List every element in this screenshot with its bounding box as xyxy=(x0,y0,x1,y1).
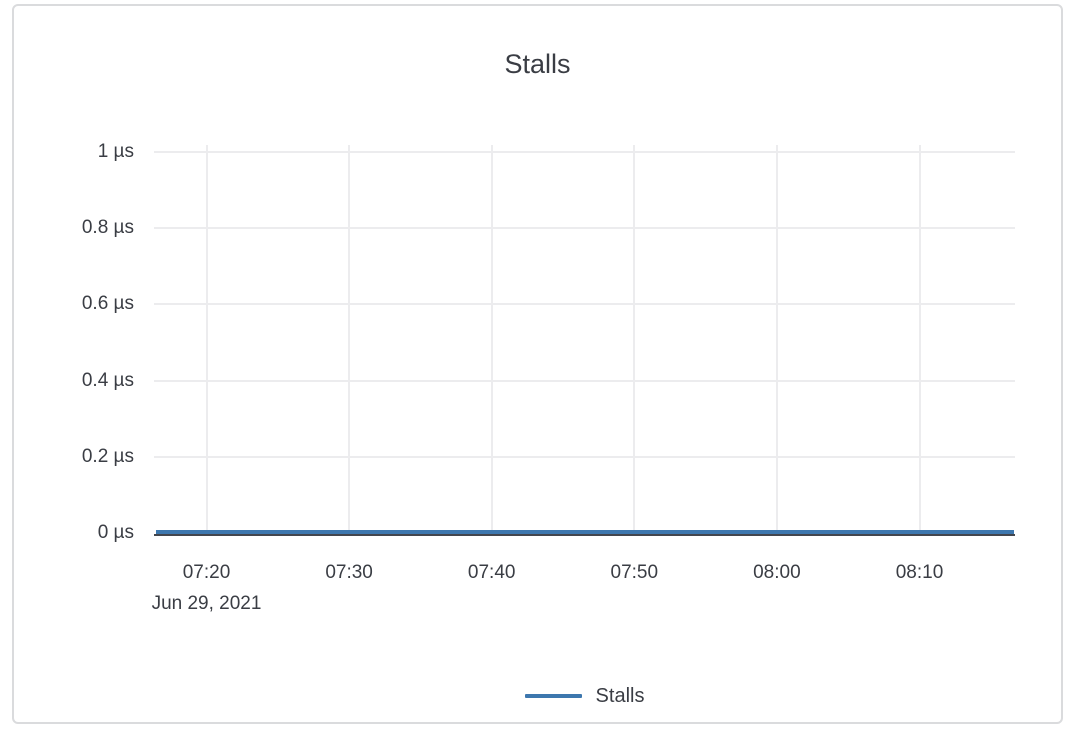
x-axis-date-label: Jun 29, 2021 xyxy=(151,593,262,614)
x-axis-tick-label: 07:30 xyxy=(325,562,373,583)
x-axis-tick-label: 08:10 xyxy=(895,562,944,583)
chart-card: Stalls 1 µs 0.8 µs 0.6 µs 0.4 µs 0.2 µs 0 µs 0… xyxy=(12,4,1063,724)
v-gridline xyxy=(490,145,493,533)
plot-area: 1 µs 0.8 µs 0.6 µs 0.4 µs 0.2 µs 0 µs 07:20 07:… xyxy=(14,6,1061,722)
legend-swatch-stalls xyxy=(524,694,582,698)
y-axis-tick-label: 1 µs xyxy=(97,141,134,162)
v-gridline xyxy=(205,145,208,533)
v-gridline xyxy=(775,145,778,533)
x-axis-tick-label: 08:00 xyxy=(753,562,801,583)
y-axis-tick-label: 0.6 µs xyxy=(81,293,134,315)
x-axis-tick-label: 07:50 xyxy=(610,562,659,583)
v-gridline xyxy=(633,145,636,533)
legend-item-stalls[interactable]: Stalls xyxy=(524,684,645,708)
x-axis-line xyxy=(154,534,1015,536)
v-gridline xyxy=(348,145,351,533)
v-gridline xyxy=(918,145,921,533)
h-gridline xyxy=(154,227,1015,230)
series-line-stalls xyxy=(156,530,1014,534)
legend-label-stalls: Stalls xyxy=(595,684,645,707)
chart-title: Stalls xyxy=(504,49,571,79)
y-axis-tick-label: 0.2 µs xyxy=(81,445,134,467)
y-axis-tick-label: 0 µs xyxy=(97,522,134,543)
x-axis-tick-label: 07:40 xyxy=(467,562,516,583)
h-gridline xyxy=(154,303,1015,306)
h-gridline xyxy=(154,151,1015,153)
h-gridline xyxy=(154,379,1015,382)
y-axis-tick-label: 0.8 µs xyxy=(81,217,134,239)
h-gridline xyxy=(154,455,1015,458)
y-axis-tick-label: 0.4 µs xyxy=(81,369,134,391)
legend: Stalls xyxy=(154,682,1015,710)
x-axis-tick-label: 07:20 xyxy=(182,562,231,583)
